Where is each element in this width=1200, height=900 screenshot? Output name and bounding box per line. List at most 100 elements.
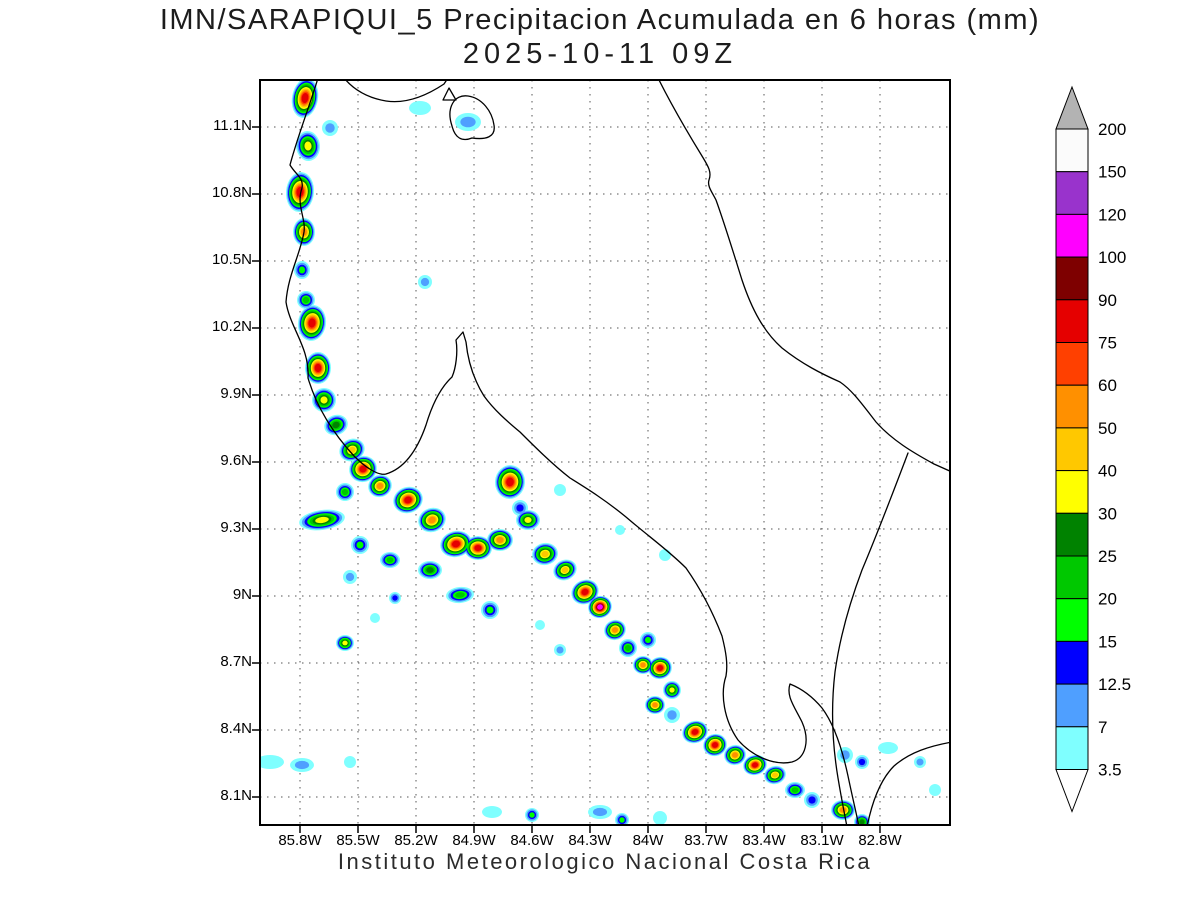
x-axis-tick-label: 85.5W (336, 832, 380, 849)
precip-cell-ring (455, 592, 465, 598)
precip-cell-ring (640, 662, 646, 668)
precip-cell-ring (496, 537, 504, 543)
precip-cell-ring (301, 92, 309, 104)
precip-cell-ring (315, 516, 329, 524)
precip-cell-ring (541, 550, 549, 558)
precip-cell-ring (659, 549, 671, 561)
colorbar-level-label: 100 (1098, 248, 1126, 267)
precip-cell-ring (916, 758, 924, 766)
precip-cell-ring (474, 544, 482, 552)
precip-cell-ring (506, 477, 514, 487)
precip-cell-ring (667, 710, 677, 720)
colorbar-segment (1055, 213, 1089, 258)
precip-cell-ring (615, 525, 625, 535)
x-axis-tick-label: 82.8W (858, 832, 902, 849)
precip-cell-ring (392, 595, 398, 601)
precip-cell-ring (344, 756, 356, 768)
map-plot: 11.1N 10.8N 10.5N 10.2N 9.9N 9.6N 9.3N 9N 8.7N 8.… (212, 79, 951, 849)
footer-caption: Instituto Meteorologico Nacional Costa R… (337, 849, 873, 874)
colorbar-segment (1055, 555, 1089, 600)
precip-cell-ring (624, 644, 632, 652)
colorbar-level-label: 120 (1098, 205, 1126, 224)
lake-nicaragua-shore-path (344, 80, 448, 103)
colorbar-level-label: 75 (1098, 334, 1117, 353)
precip-cell-ring (314, 363, 322, 373)
precip-cell-ring (320, 396, 328, 404)
colorbar-level-label: 20 (1098, 590, 1117, 609)
colorbar-level-label: 15 (1098, 632, 1117, 651)
precip-cell-ring (612, 627, 618, 633)
colorbar-level-label: 40 (1098, 462, 1117, 481)
precip-cell-ring (342, 640, 348, 646)
precip-cell-ring (535, 620, 545, 630)
plot-frame (259, 79, 951, 826)
colorbar-segment (1055, 256, 1089, 301)
colorbar-segments (1055, 128, 1089, 770)
precip-cell-ring (298, 266, 306, 274)
precip-cell-ring (656, 665, 664, 671)
x-axis-tick-label: 84.3W (568, 832, 612, 849)
precip-cell-ring (653, 811, 667, 825)
precip-cell-ring (791, 787, 799, 793)
x-axis-tick-label: 85.2W (394, 832, 438, 849)
y-axis-tick-label: 8.1N (220, 787, 252, 804)
precip-cell-ring (859, 819, 865, 825)
colorbar-segment (1055, 128, 1089, 173)
precip-cell-ring (409, 101, 431, 115)
colorbar-segment (1055, 384, 1089, 429)
precip-cell-ring (345, 572, 355, 582)
caribbean-coastline-path (658, 80, 950, 472)
precip-cell-ring (554, 484, 566, 496)
panama-border-path (831, 452, 909, 825)
precip-cell-ring (386, 557, 394, 563)
precip-cell-ring (691, 729, 699, 735)
panama-pacific-coast-path (866, 741, 950, 825)
y-axis-tick-label: 9.9N (220, 385, 252, 402)
precip-cell-ring (341, 488, 349, 496)
colorbar-svg: 200 150 120 100 90 75 60 50 40 30 25 20 15 12.5 7 3.5 (1055, 85, 1131, 813)
colorbar: 200 150 120 100 90 75 60 50 40 30 25 20 15 12.5 7 3.5 (1050, 85, 1200, 835)
colorbar-segment (1055, 640, 1089, 685)
precip-cell-ring (332, 421, 340, 429)
precip-cell-ring (370, 613, 380, 623)
chart-title: IMN/SARAPIQUI_5 Precipitacion Acumulada … (159, 4, 1041, 36)
colorbar-level-label: 12.5 (1098, 675, 1131, 694)
precip-cell-ring (308, 318, 316, 328)
precip-cell-ring (426, 567, 434, 573)
y-axis-tick-label: 8.7N (220, 653, 252, 670)
precip-cell-ring (482, 806, 502, 818)
x-axis-tick-label: 83.1W (800, 832, 844, 849)
precip-cell-ring (451, 540, 461, 548)
precip-cell-ring (808, 796, 816, 804)
precip-cell-ring (359, 465, 367, 473)
precip-cell-ring (711, 742, 719, 748)
x-axis-tick-label: 85.8W (278, 832, 322, 849)
precip-cell-ring (325, 123, 335, 133)
colorbar-segment (1055, 427, 1089, 472)
colorbar-level-label: 200 (1098, 120, 1126, 139)
y-axis-tick-label: 10.2N (211, 318, 252, 335)
precip-cell-ring (929, 784, 941, 796)
axis-tick-marks (252, 126, 881, 833)
precip-cell-ring (376, 482, 384, 490)
small-island-path (442, 87, 457, 101)
precip-cell-ring (858, 758, 866, 766)
costa-rica-coastline (285, 80, 950, 825)
precip-cell-ring (294, 760, 310, 770)
precip-cell-ring (356, 541, 364, 549)
colorbar-segment (1055, 342, 1089, 386)
precip-cell-ring (732, 752, 738, 758)
precip-cell-ring (561, 567, 569, 573)
y-axis-tick-label: 8.4N (220, 720, 252, 737)
precip-cell-ring (529, 812, 535, 818)
y-axis-tick-label: 10.8N (211, 184, 252, 201)
precip-cell-ring (644, 636, 652, 644)
x-axis-tick-label: 84W (632, 832, 664, 849)
precip-cell-ring (597, 604, 603, 610)
map-svg (252, 79, 951, 833)
chart-subtitle-datetime: 2025-10-11 09Z (462, 38, 738, 70)
y-axis-tick-label: 11.1N (213, 117, 252, 134)
colorbar-level-label: 50 (1098, 419, 1117, 438)
precip-cell-ring (260, 755, 284, 769)
precip-cell-ring (556, 646, 564, 654)
